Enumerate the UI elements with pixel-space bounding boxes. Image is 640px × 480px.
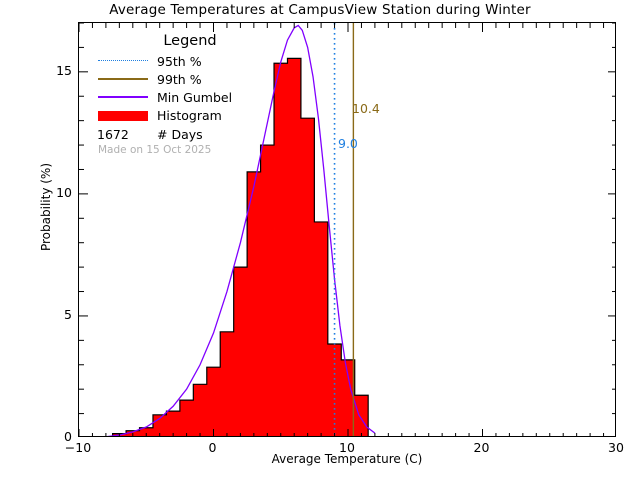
legend-item[interactable]: 95th % <box>97 52 312 70</box>
legend-title: Legend <box>163 33 217 49</box>
days-count-label: # Days <box>157 126 203 142</box>
legend-item[interactable]: Histogram <box>97 106 312 124</box>
chart-title: Average Temperatures at CampusView Stati… <box>109 2 531 18</box>
x-tick-label: 0 <box>208 440 217 455</box>
days-count-value: 1672 <box>97 126 129 142</box>
y-tick-label: 10 <box>56 184 72 200</box>
p95-annotation: 9.0 <box>338 136 358 151</box>
made-on-text: Made on 15 Oct 2025 <box>98 144 212 156</box>
x-tick-label: −10 <box>64 440 92 455</box>
legend-count-row: 1672 # Days <box>97 125 312 143</box>
plot-svg <box>79 23 615 436</box>
legend-swatch-solid <box>97 90 149 104</box>
legend-item[interactable]: Min Gumbel <box>97 88 312 106</box>
legend-items: 95th % 99th % Min Gumbel Histogram <box>97 52 312 124</box>
x-tick-label: 10 <box>339 440 355 455</box>
y-tick-label: 5 <box>64 306 72 322</box>
legend-swatch-solid <box>97 72 149 86</box>
p99-annotation: 10.4 <box>352 101 380 116</box>
y-tick-label: 15 <box>56 62 72 78</box>
legend: Legend 95th % 99th % Min Gumbel Histogram 1… <box>97 33 312 156</box>
legend-swatch-dotted <box>97 54 149 68</box>
x-axis-label: Average Temperature (C) <box>271 452 423 466</box>
legend-swatch-mark <box>98 60 148 61</box>
y-tick-label: 0 <box>64 429 72 444</box>
legend-swatch-mark <box>98 96 148 98</box>
plot-area <box>78 22 616 437</box>
legend-item[interactable]: 99th % <box>97 70 312 88</box>
legend-swatch-mark <box>98 111 148 121</box>
legend-item-label: Min Gumbel <box>157 89 233 105</box>
y-axis-label: Probability (%) <box>39 163 53 252</box>
x-tick-label: 20 <box>473 440 490 455</box>
x-tick-label: 30 <box>608 440 624 455</box>
legend-swatch-mark <box>98 78 148 80</box>
legend-item-label: 99th % <box>157 71 202 87</box>
legend-swatch-box <box>97 108 149 122</box>
legend-item-label: Histogram <box>157 107 222 123</box>
legend-item-label: 95th % <box>157 53 202 69</box>
